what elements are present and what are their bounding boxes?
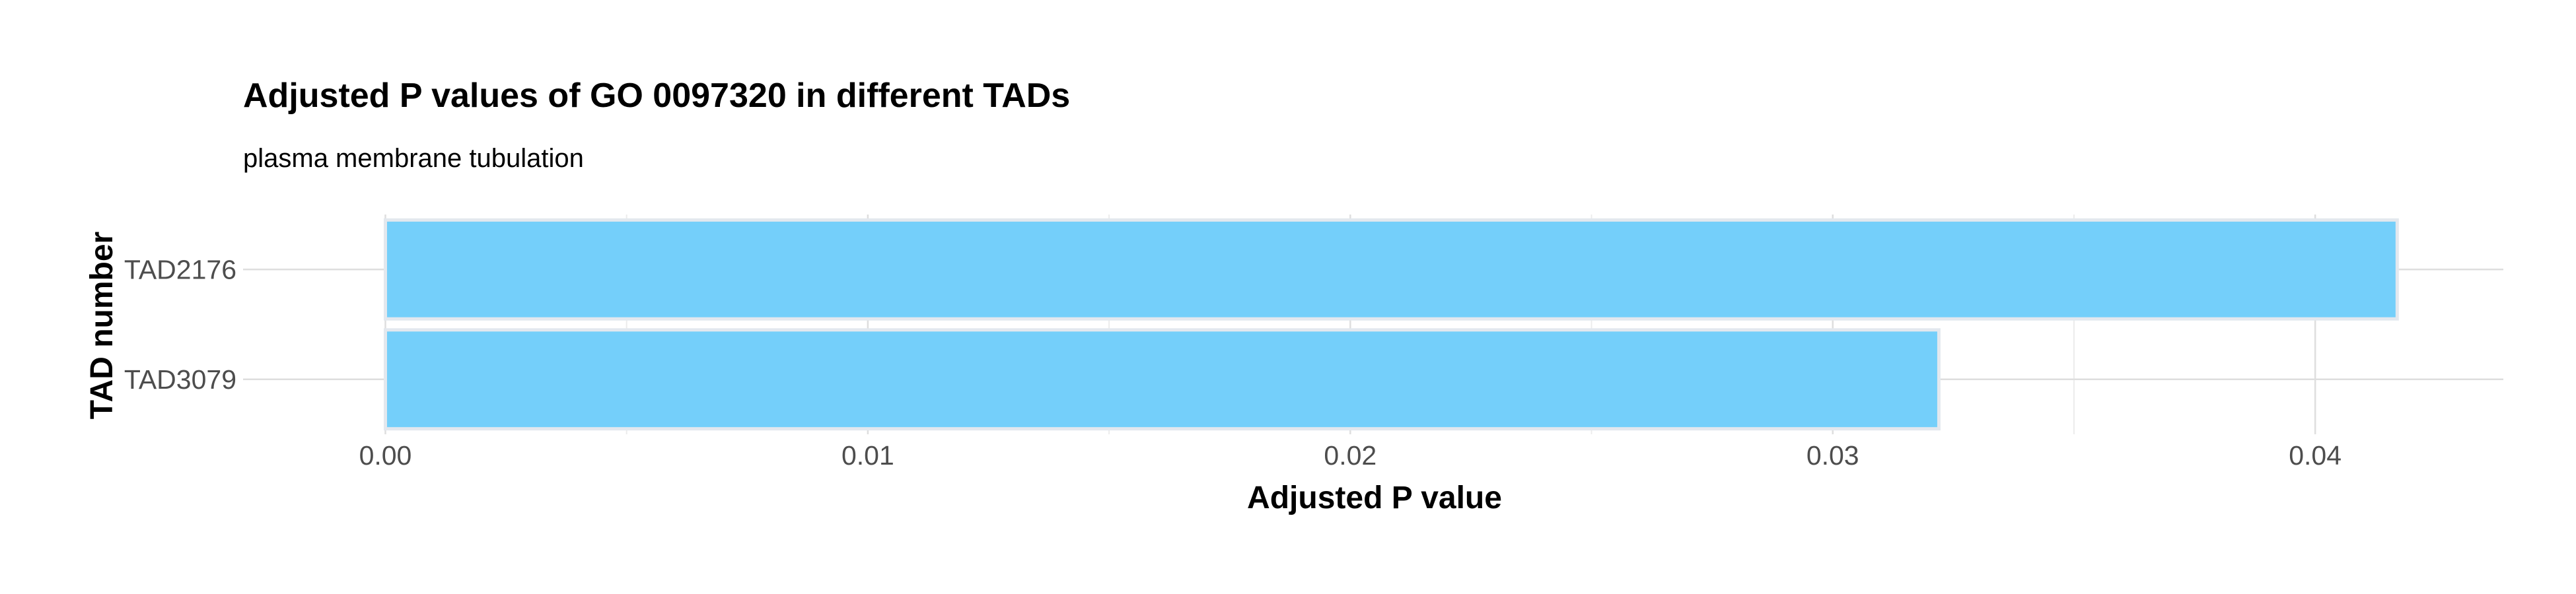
x-tick-label: 0.04 bbox=[2289, 440, 2342, 471]
bar-tad3079 bbox=[383, 328, 1941, 431]
bars bbox=[383, 218, 2399, 431]
x-axis-title: Adjusted P value bbox=[1247, 480, 1502, 515]
chart-subtitle: plasma membrane tubulation bbox=[243, 144, 584, 173]
x-tick-label: 0.00 bbox=[359, 440, 412, 471]
chart-title: Adjusted P values of GO 0097320 in diffe… bbox=[243, 77, 1070, 115]
x-tick-labels: 0.00 0.01 0.02 0.03 0.04 bbox=[359, 440, 2342, 471]
y-tick-labels: TAD2176 TAD3079 bbox=[124, 254, 236, 395]
bar-tad2176 bbox=[383, 218, 2399, 321]
y-axis-title: TAD number bbox=[85, 232, 120, 419]
x-tick-label: 0.03 bbox=[1807, 440, 1859, 471]
y-tick-label: TAD2176 bbox=[124, 254, 236, 284]
y-tick-label: TAD3079 bbox=[124, 364, 236, 395]
x-tick-label: 0.02 bbox=[1324, 440, 1377, 471]
x-tick-label: 0.01 bbox=[841, 440, 894, 471]
